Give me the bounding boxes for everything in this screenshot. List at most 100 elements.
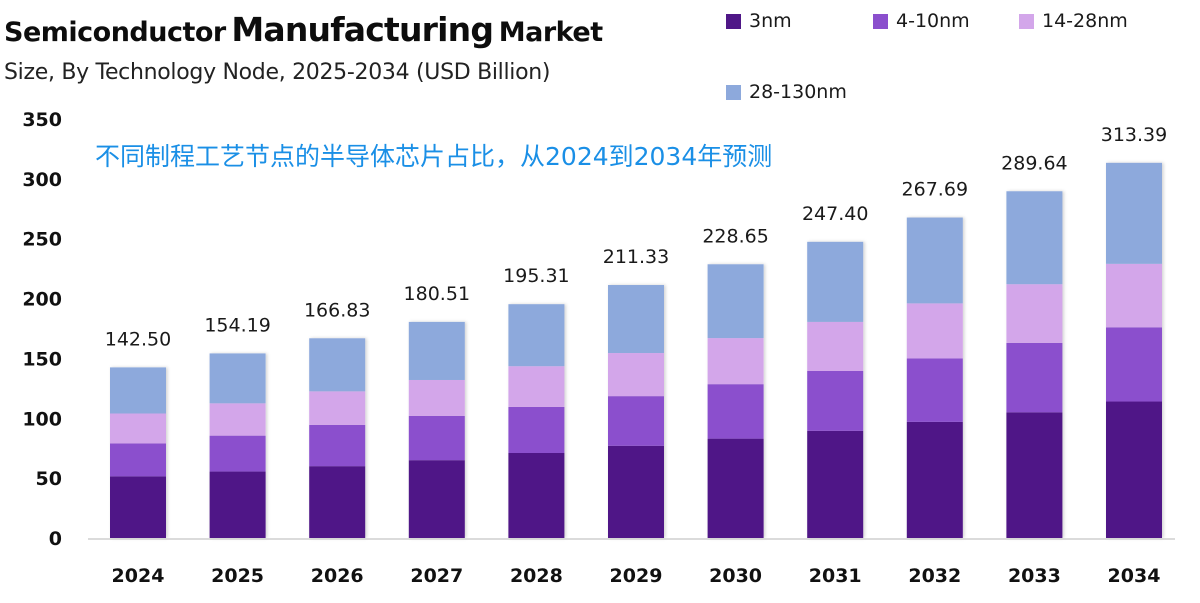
total-label-2028: 195.31 — [503, 265, 569, 287]
total-label-2031: 247.40 — [802, 203, 868, 225]
bar-segment-28-130nm-2033 — [1006, 191, 1063, 285]
bar-segment-14-28nm-2032 — [906, 303, 963, 359]
bar-stack-2027 — [408, 321, 465, 538]
legend-label: 4-10nm — [896, 10, 970, 32]
bar-stack-2032 — [906, 217, 963, 538]
x-tick-label: 2031 — [809, 565, 862, 587]
total-label-2033: 289.64 — [1001, 152, 1067, 174]
bar-segment-3nm-2032 — [906, 421, 963, 538]
bar-segment-14-28nm-2031 — [807, 321, 864, 371]
bar-segment-28-130nm-2025 — [209, 353, 266, 404]
bar-segment-28-130nm-2029 — [608, 285, 664, 354]
y-tick-label: 0 — [49, 528, 62, 550]
bar-segment-4-10nm-2034 — [1106, 327, 1162, 402]
total-label-2024: 142.50 — [105, 328, 171, 350]
legend: 3nm 4-10nm 14-28nm 28-130nm — [726, 8, 1196, 108]
bar-segment-3nm-2024 — [110, 476, 166, 538]
total-label-2026: 166.83 — [304, 299, 370, 321]
legend-label: 14-28nm — [1042, 10, 1128, 32]
x-tick-label: 2028 — [510, 565, 563, 587]
bar-stack-2026 — [309, 338, 366, 538]
y-tick-label: 100 — [22, 408, 62, 430]
bar-stack-2028 — [508, 304, 565, 538]
chart-subtitle: Size, By Technology Node, 2025-2034 (USD… — [4, 60, 551, 85]
y-tick-label: 350 — [22, 109, 62, 131]
legend-item-3nm: 3nm — [726, 10, 792, 32]
bar-segment-28-130nm-2031 — [807, 241, 864, 322]
x-tick-label: 2029 — [610, 565, 663, 587]
total-label-2027: 180.51 — [404, 283, 470, 305]
bar-segment-28-130nm-2026 — [309, 338, 366, 392]
bar-segment-3nm-2028 — [508, 453, 565, 538]
legend-item-28-130nm: 28-130nm — [726, 81, 847, 103]
bar-segment-3nm-2030 — [707, 438, 764, 538]
legend-label: 28-130nm — [749, 81, 847, 103]
x-tick-label: 2030 — [709, 565, 762, 587]
title-part-market: Market — [498, 17, 603, 48]
bar-segment-14-28nm-2030 — [707, 338, 764, 385]
chart-title: Semiconductor Manufacturing Market — [4, 10, 603, 49]
total-label-2032: 267.69 — [902, 179, 968, 201]
bar-segment-14-28nm-2034 — [1106, 263, 1162, 328]
bar-segment-4-10nm-2027 — [408, 415, 465, 461]
y-tick-label: 300 — [22, 169, 62, 191]
legend-swatch-14-28nm — [1019, 13, 1034, 29]
y-axis: 0 50 100 150 200 250 300 350 — [22, 109, 62, 550]
bars — [110, 162, 1162, 538]
bar-segment-14-28nm-2024 — [110, 413, 166, 444]
y-tick-label: 200 — [22, 289, 62, 311]
bar-stack-2025 — [209, 353, 266, 538]
bar-segment-28-130nm-2024 — [110, 367, 166, 414]
bar-segment-4-10nm-2033 — [1006, 342, 1063, 413]
bar-segment-4-10nm-2031 — [807, 370, 864, 431]
x-tick-label: 2032 — [908, 565, 961, 587]
bar-segment-4-10nm-2026 — [309, 424, 366, 467]
bar-segment-3nm-2027 — [408, 460, 465, 538]
x-tick-label: 2034 — [1108, 565, 1161, 587]
x-tick-label: 2025 — [211, 565, 264, 587]
legend-item-4-10nm: 4-10nm — [873, 10, 970, 32]
bar-segment-14-28nm-2027 — [408, 379, 465, 416]
bar-segment-28-130nm-2027 — [408, 321, 465, 380]
bar-segment-3nm-2025 — [209, 471, 266, 538]
bar-segment-3nm-2033 — [1006, 412, 1063, 538]
total-label-2029: 211.33 — [603, 246, 669, 268]
bar-stack-2033 — [1006, 191, 1063, 538]
bar-stack-2031 — [807, 241, 864, 538]
bar-segment-14-28nm-2028 — [508, 366, 565, 407]
bar-segment-3nm-2029 — [608, 445, 664, 538]
y-tick-label: 250 — [22, 229, 62, 251]
y-tick-label: 150 — [22, 348, 62, 370]
bar-segment-3nm-2034 — [1106, 401, 1162, 538]
legend-label: 3nm — [749, 10, 792, 32]
legend-swatch-4-10nm — [873, 13, 888, 29]
bar-segment-3nm-2026 — [309, 466, 366, 538]
bar-segment-14-28nm-2033 — [1006, 284, 1063, 343]
bar-segment-14-28nm-2025 — [209, 403, 266, 436]
bar-segment-14-28nm-2026 — [309, 391, 366, 425]
bar-segment-4-10nm-2025 — [209, 435, 266, 472]
x-axis: 2024 2025 2026 2027 2028 2029 2030 2031 2032 2033… — [112, 565, 1161, 587]
title-part-manufacturing: Manufacturing — [231, 10, 494, 49]
bar-segment-28-130nm-2032 — [906, 217, 963, 304]
bar-stack-2024 — [110, 367, 166, 538]
total-label-2034: 313.39 — [1101, 124, 1167, 146]
bar-segment-4-10nm-2028 — [508, 406, 565, 454]
bar-stack-2034 — [1106, 162, 1162, 538]
legend-item-14-28nm: 14-28nm — [1019, 10, 1128, 32]
bar-stack-2030 — [707, 264, 764, 538]
y-tick-label: 50 — [36, 468, 62, 490]
total-label-2025: 154.19 — [204, 314, 270, 336]
bar-segment-28-130nm-2028 — [508, 304, 565, 367]
legend-swatch-3nm — [726, 13, 741, 29]
total-labels: 142.50 154.19 166.83 180.51 195.31 211.33 228.… — [105, 124, 1167, 351]
total-label-2030: 228.65 — [702, 225, 768, 247]
legend-swatch-28-130nm — [726, 84, 741, 100]
x-tick-label: 2033 — [1008, 565, 1061, 587]
bar-segment-4-10nm-2030 — [707, 384, 764, 439]
bar-segment-4-10nm-2032 — [906, 358, 963, 422]
x-tick-label: 2026 — [311, 565, 364, 587]
bar-segment-14-28nm-2029 — [608, 353, 664, 397]
bar-segment-3nm-2031 — [807, 430, 864, 538]
